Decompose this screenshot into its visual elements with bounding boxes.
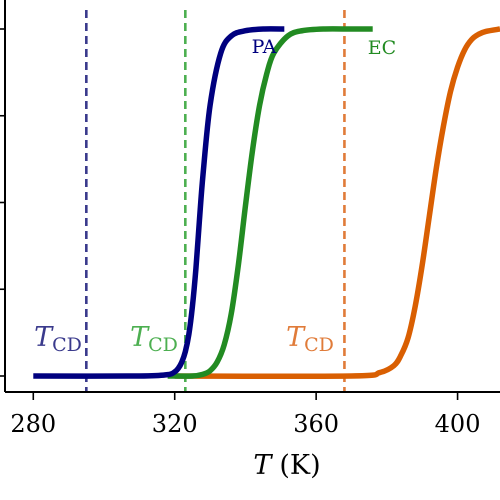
series-label-ec: EC bbox=[368, 37, 396, 59]
x-tick-label-360: 360 bbox=[293, 410, 339, 438]
series-line-ec bbox=[167, 26, 373, 379]
tcd-label-subscript: CD bbox=[304, 334, 334, 356]
x-axis-label: T (K) bbox=[253, 450, 320, 481]
tcd-label-main: T bbox=[286, 322, 306, 353]
axes: 280 320 360 400 bbox=[0, 0, 500, 438]
x-tick-label-280: 280 bbox=[10, 410, 56, 438]
tcd-label-subscript: CD bbox=[52, 334, 82, 356]
tcd-label-3: TCD bbox=[286, 322, 334, 356]
tcd-label-main: T bbox=[130, 322, 150, 353]
x-tick-label-400: 400 bbox=[435, 410, 481, 438]
tcd-label-2: TCD bbox=[130, 322, 178, 356]
x-tick-label-320: 320 bbox=[152, 410, 198, 438]
series-line-series-3 bbox=[174, 26, 500, 380]
tcd-label-subscript: CD bbox=[148, 334, 178, 356]
tcd-label-main: T bbox=[34, 322, 54, 353]
tcd-label-1: TCD bbox=[34, 322, 82, 356]
series-line-pa bbox=[33, 26, 285, 379]
series-label-pa: PA bbox=[252, 36, 277, 58]
